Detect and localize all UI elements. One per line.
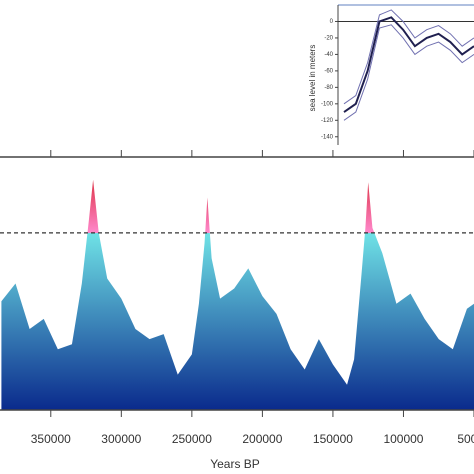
inset-y-tick-label: -120: [321, 118, 334, 124]
inset-line: [343, 9, 474, 105]
x-tick-label: 200000: [242, 432, 282, 446]
area: [1, 179, 474, 410]
inset-y-tick-label: -20: [324, 36, 333, 42]
x-tick-label: 100000: [383, 432, 423, 446]
inset-frame: [338, 5, 474, 145]
x-axis-label: Years BP: [210, 457, 260, 471]
x-tick-label: 150000: [313, 432, 353, 446]
x-tick-label: 50000: [457, 432, 474, 446]
inset-line: [343, 24, 474, 121]
inset-line: [343, 16, 474, 113]
inset-y-tick-label: -40: [324, 52, 333, 58]
x-tick-label: 250000: [172, 432, 212, 446]
x-tick-label: 350000: [31, 432, 71, 446]
inset-y-tick-label: -100: [321, 101, 334, 107]
inset-y-label: sea level in meters: [308, 45, 317, 112]
x-tick-label: 400000: [0, 432, 1, 446]
inset-y-tick-label: 0: [330, 19, 334, 25]
inset-y-tick-label: -60: [324, 68, 333, 74]
inset-y-tick-label: -80: [324, 85, 333, 91]
x-tick-label: 300000: [101, 432, 141, 446]
inset-y-tick-label: -140: [321, 134, 334, 140]
